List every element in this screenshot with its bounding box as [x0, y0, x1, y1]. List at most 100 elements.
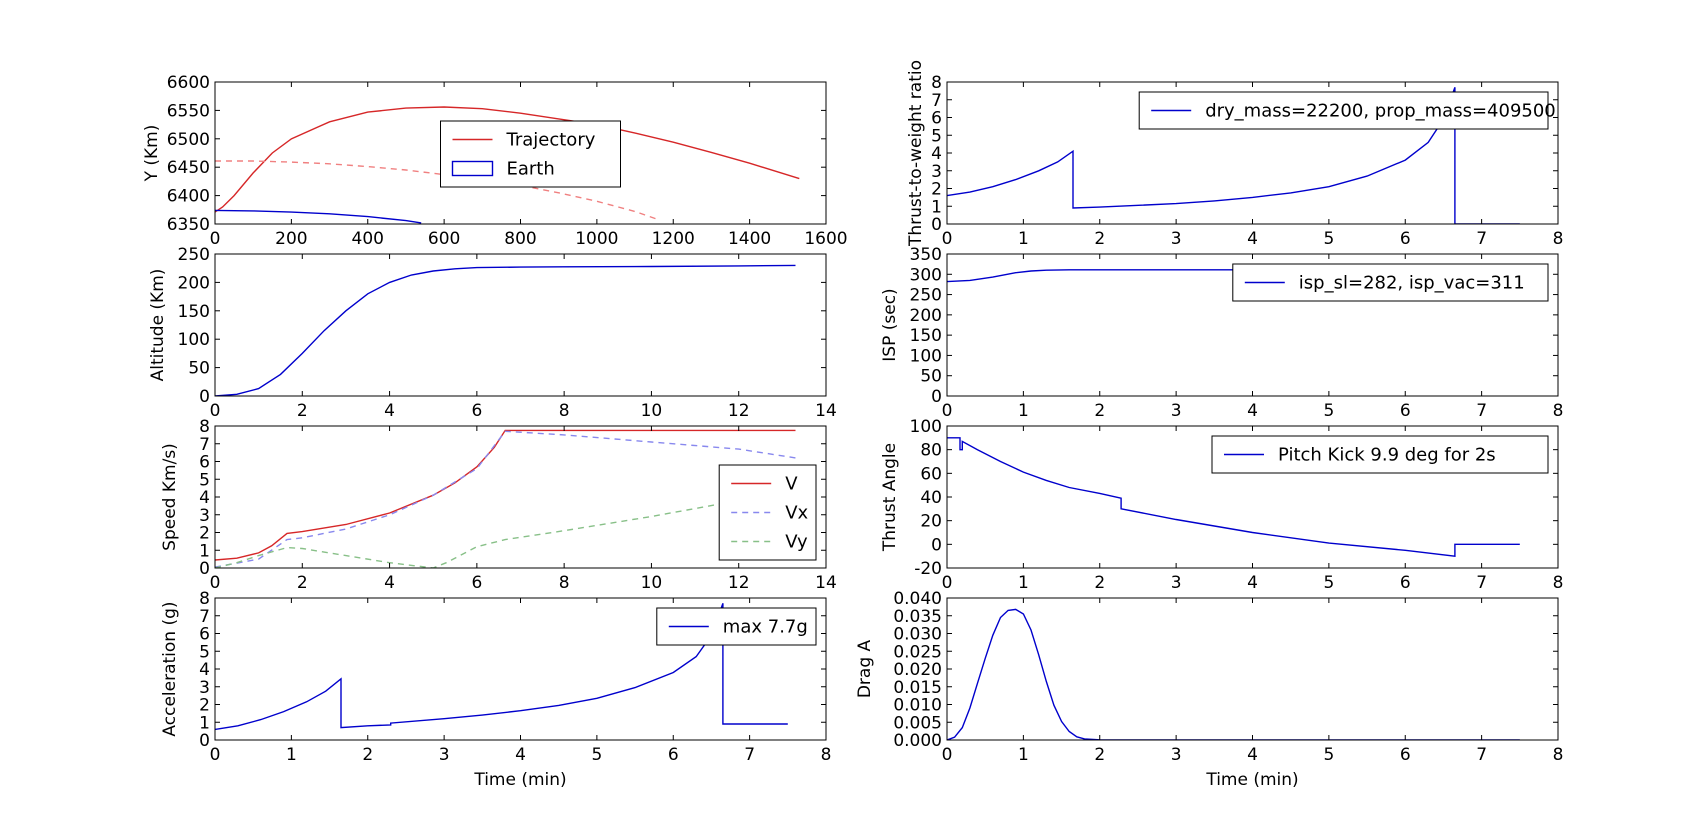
- x-tick-label: 4: [515, 745, 526, 765]
- x-tick-label: 7: [1476, 573, 1487, 593]
- y-tick-label: 3: [199, 678, 210, 698]
- y-tick-label: 250: [910, 286, 942, 306]
- y-axis-label: Altitude (Km): [148, 269, 168, 382]
- series-line-vx: [215, 430, 796, 568]
- legend: Trajectory Earth: [440, 120, 621, 188]
- y-tick-label: 1: [199, 541, 210, 561]
- y-tick-label: 50: [920, 367, 942, 387]
- x-tick-label: 7: [1476, 229, 1487, 249]
- x-tick-label: 1200: [652, 229, 695, 249]
- y-tick-label: 0.000: [893, 731, 942, 751]
- y-tick-label: 4: [199, 488, 210, 508]
- x-tick-label: 1: [286, 745, 297, 765]
- x-tick-label: 1: [1018, 229, 1029, 249]
- y-tick-label: 0.005: [893, 713, 942, 733]
- chart-trajectory: 0 200 400 600 800 1000 1200 1400 1600 6350 6400 645…: [142, 73, 848, 249]
- x-tick-label: 0: [942, 745, 953, 765]
- x-tick-label: 0: [942, 573, 953, 593]
- x-tick-label: 0: [942, 401, 953, 421]
- y-tick-label: 0.025: [893, 642, 942, 662]
- x-tick-label: 1: [1018, 401, 1029, 421]
- y-tick-label: 6500: [167, 130, 210, 150]
- legend: V Vx Vy: [718, 464, 817, 561]
- legend-label: dry_mass=22200, prop_mass=409500: [1205, 101, 1556, 122]
- y-tick-label: 7: [199, 435, 210, 455]
- x-tick-label: 4: [384, 573, 395, 593]
- y-axis-label: Thrust-to-weight ratio: [906, 60, 926, 247]
- y-tick-label: 100: [910, 417, 942, 437]
- x-tick-label: 6: [1400, 229, 1411, 249]
- y-tick-label: 0: [199, 731, 210, 751]
- y-axis-label: ISP (sec): [880, 288, 900, 361]
- y-tick-label: 2: [199, 696, 210, 716]
- y-axis-label: Thrust Angle: [880, 443, 900, 552]
- legend: dry_mass=22200, prop_mass=409500: [1138, 91, 1556, 130]
- x-tick-label: 1: [1018, 573, 1029, 593]
- x-tick-label: 3: [439, 745, 450, 765]
- x-tick-label: 5: [1323, 573, 1334, 593]
- x-tick-label: 2: [362, 745, 373, 765]
- x-tick-label: 5: [591, 745, 602, 765]
- y-tick-label: 4: [199, 660, 210, 680]
- y-tick-label: 0: [199, 559, 210, 579]
- x-tick-label: 3: [1171, 573, 1182, 593]
- y-tick-label: 0.030: [893, 625, 942, 645]
- x-tick-label: 2: [1094, 573, 1105, 593]
- x-tick-label: 0: [210, 229, 221, 249]
- series-line-earth: [215, 209, 422, 224]
- legend-label: Earth: [507, 159, 555, 180]
- y-tick-label: 6350: [167, 215, 210, 235]
- y-tick-label: 2: [199, 524, 210, 544]
- y-tick-label: 3: [199, 506, 210, 526]
- y-tick-label: 7: [199, 607, 210, 627]
- x-tick-label: 14: [815, 573, 837, 593]
- x-tick-label: 0: [942, 229, 953, 249]
- x-tick-label: 7: [1476, 401, 1487, 421]
- x-tick-label: 8: [1553, 745, 1564, 765]
- legend: Pitch Kick 9.9 deg for 2s: [1211, 435, 1549, 474]
- y-axis-label: Speed Km/s): [160, 443, 180, 551]
- y-tick-label: 0.035: [893, 607, 942, 627]
- x-tick-label: 8: [1553, 573, 1564, 593]
- y-tick-label: 350: [910, 245, 942, 265]
- y-tick-label: 6450: [167, 158, 210, 178]
- y-tick-label: 300: [910, 265, 942, 285]
- y-tick-label: 1: [199, 713, 210, 733]
- legend-label: Trajectory: [506, 130, 596, 151]
- legend-box: [1138, 91, 1549, 130]
- x-tick-label: 1600: [804, 229, 847, 249]
- axes-frame: [946, 597, 1559, 741]
- y-tick-label: 0: [931, 387, 942, 407]
- legend-label: Pitch Kick 9.9 deg for 2s: [1278, 445, 1496, 466]
- y-tick-label: 200: [178, 273, 210, 293]
- y-tick-label: 0.020: [893, 660, 942, 680]
- x-tick-label: 2: [1094, 229, 1105, 249]
- x-tick-label: 4: [384, 401, 395, 421]
- x-tick-label: 6: [668, 745, 679, 765]
- x-tick-label: 1: [1018, 745, 1029, 765]
- x-tick-label: 10: [641, 401, 663, 421]
- x-tick-label: 12: [728, 401, 750, 421]
- x-tick-label: 0: [210, 573, 221, 593]
- y-tick-label: 100: [910, 346, 942, 366]
- y-axis-label: Acceleration (g): [160, 601, 180, 736]
- legend: isp_sl=282, isp_vac=311: [1232, 263, 1549, 302]
- legend: max 7.7g: [656, 607, 817, 646]
- y-tick-label: 8: [931, 73, 942, 93]
- y-tick-label: 0: [931, 215, 942, 235]
- legend-label: max 7.7g: [723, 617, 808, 638]
- y-tick-label: 5: [931, 126, 942, 146]
- legend-label: V: [785, 474, 798, 495]
- x-tick-label: 5: [1323, 229, 1334, 249]
- y-tick-label: 3: [931, 162, 942, 182]
- y-tick-label: 8: [199, 589, 210, 609]
- y-tick-label: 100: [178, 330, 210, 350]
- y-tick-label: 5: [199, 642, 210, 662]
- y-tick-label: 0: [931, 535, 942, 555]
- y-tick-label: 6400: [167, 187, 210, 207]
- series-line-trajectory: [215, 106, 800, 213]
- x-tick-label: 7: [1476, 745, 1487, 765]
